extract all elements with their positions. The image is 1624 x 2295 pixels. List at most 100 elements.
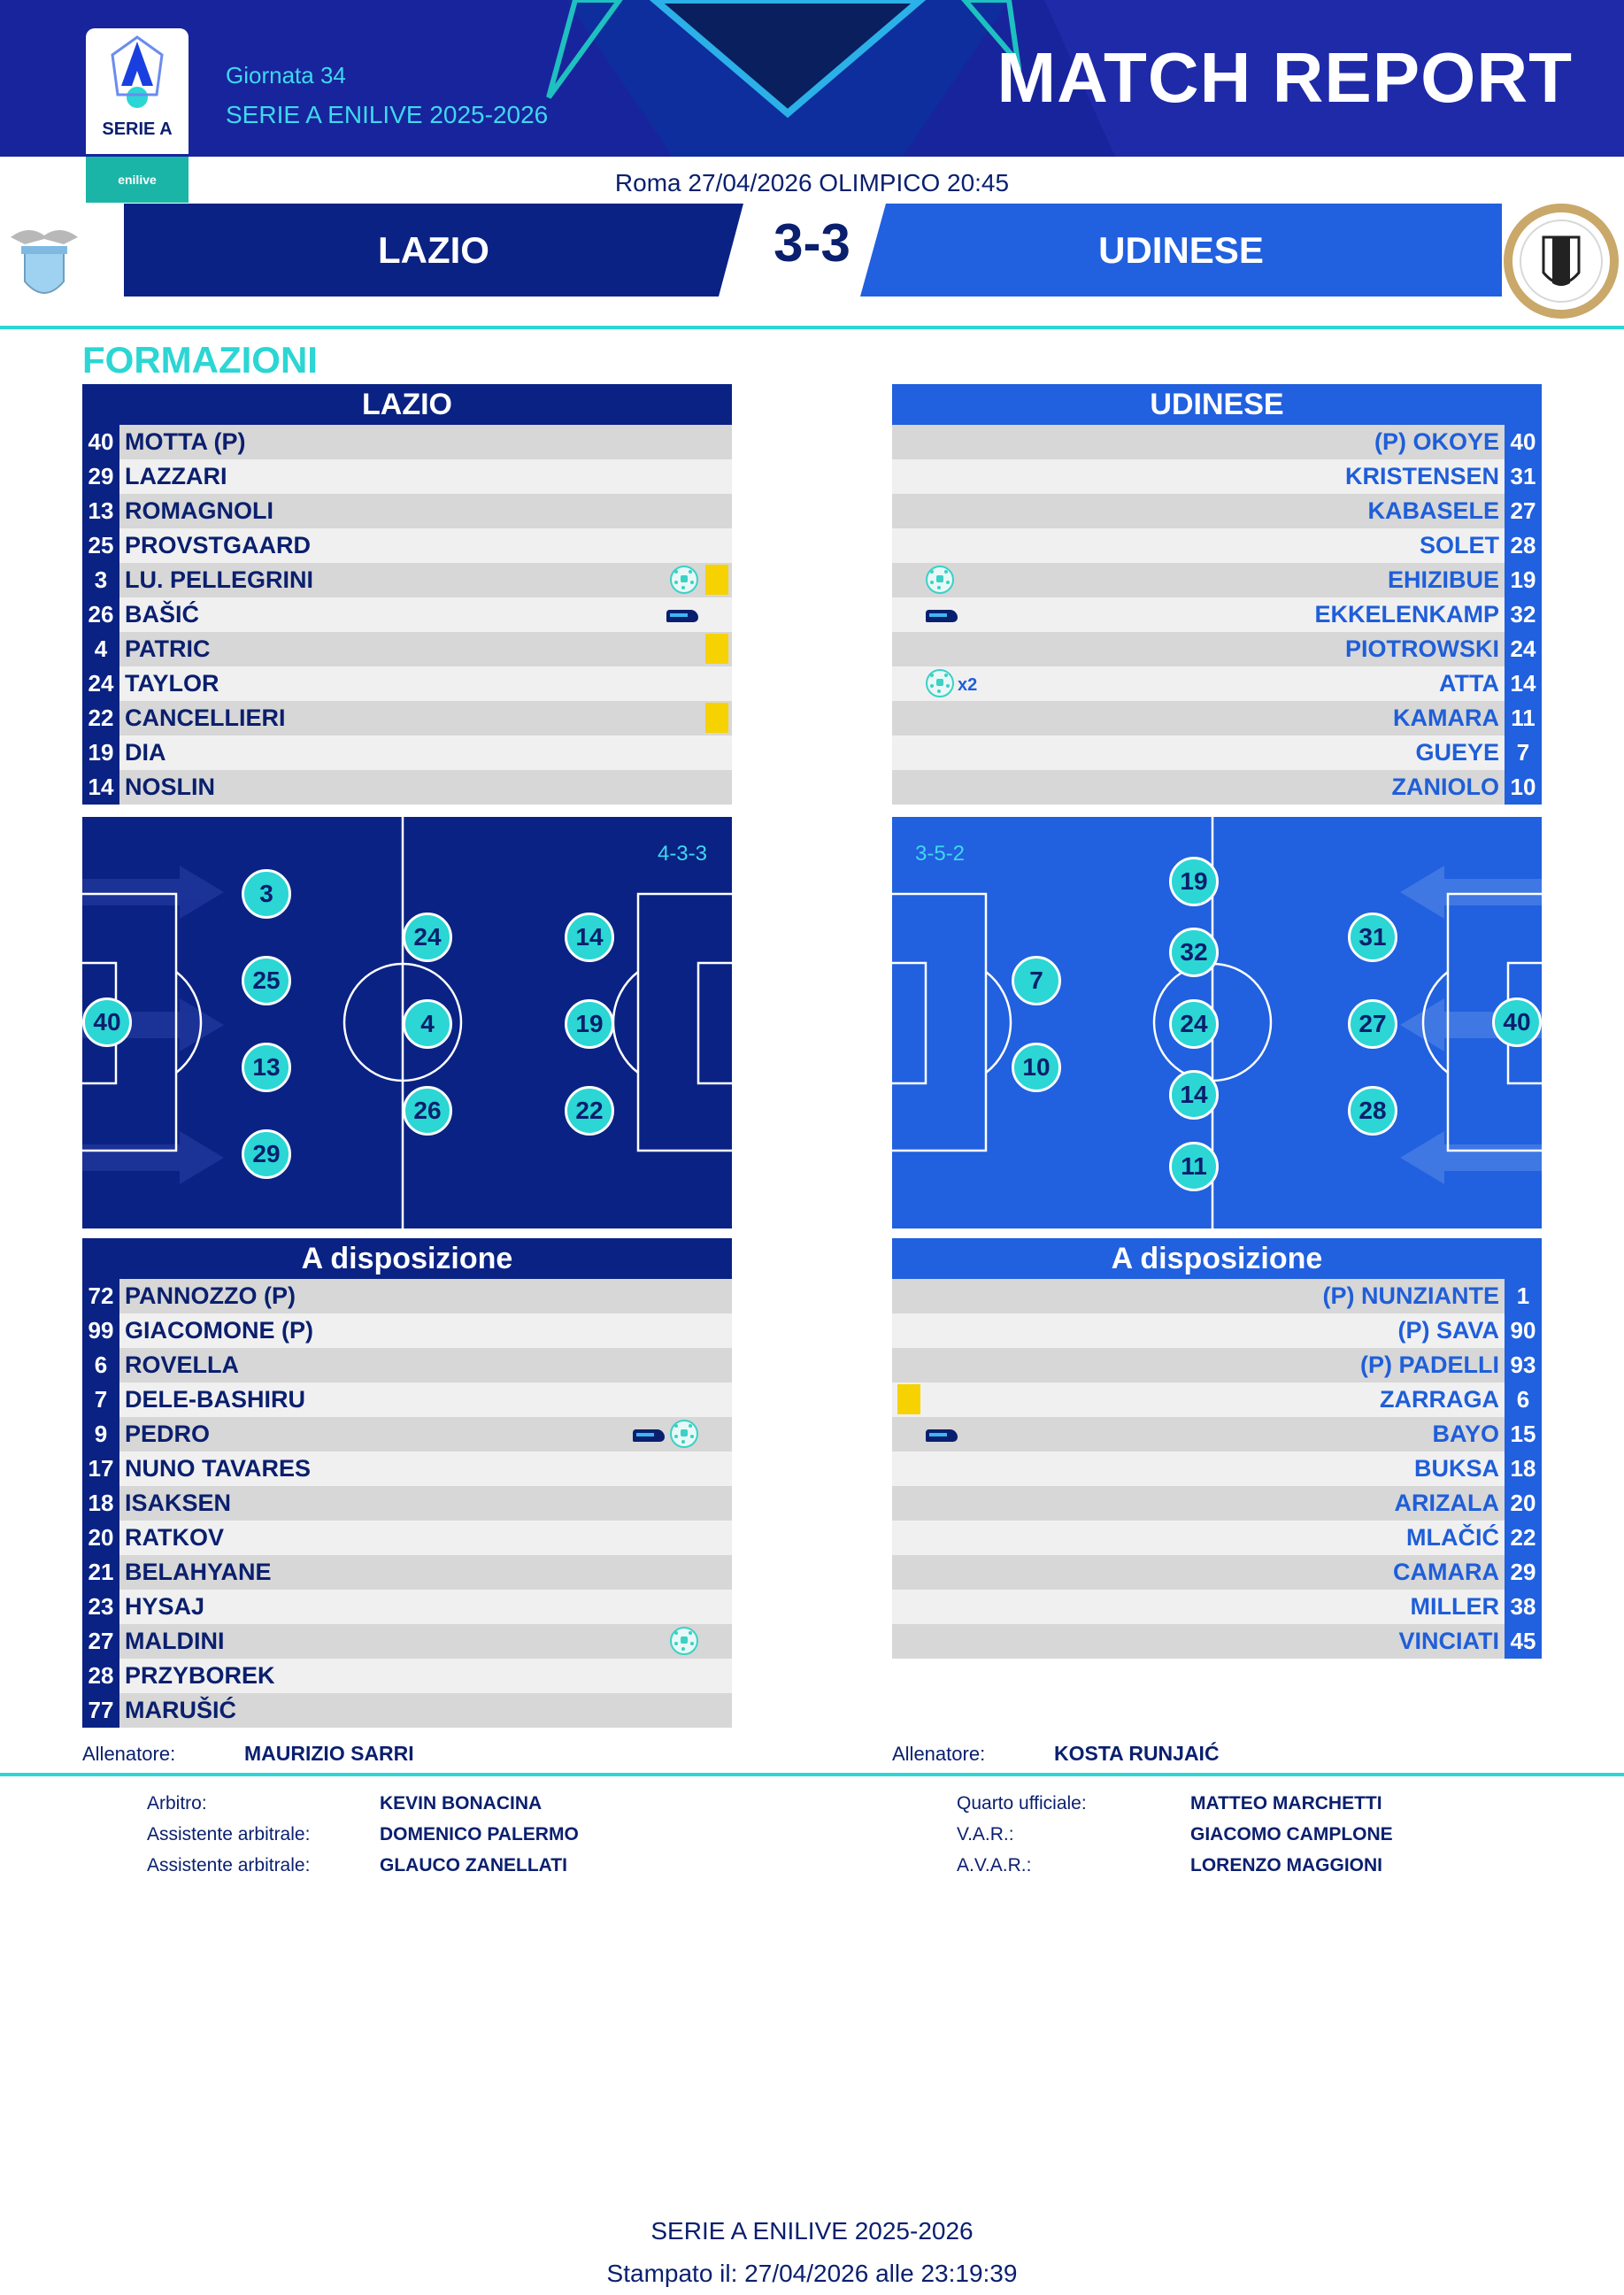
player-number: 25: [82, 528, 119, 563]
player-row: KABASELE 27: [892, 494, 1542, 528]
player-name: KABASELE: [1367, 497, 1499, 524]
serie-a-logo: SERIE A: [86, 28, 189, 154]
official-name: KEVIN BONACINA: [380, 1793, 543, 1814]
player-number: 90: [1505, 1313, 1542, 1348]
player-name: (P) SAVA: [1397, 1317, 1500, 1344]
player-number: 45: [1505, 1624, 1542, 1659]
player-row: ARIZALA 20: [892, 1486, 1542, 1521]
player-row: 22 CANCELLIERI: [82, 701, 732, 735]
assist-boot-icon: [926, 1429, 958, 1442]
venue-line: Roma 27/04/2026 OLIMPICO 20:45: [614, 169, 1010, 196]
player-dot: 7: [1012, 956, 1061, 1005]
player-dot: 27: [1348, 999, 1397, 1049]
home-formation-pitch: 4-3-3 40 3 25 13 29 24 4 26 14 19 22: [82, 817, 732, 1228]
player-number: 27: [82, 1624, 119, 1659]
official-name: GIACOMO CAMPLONE: [1190, 1824, 1393, 1844]
goal-ball-icon: [926, 669, 954, 697]
away-team-bar: UDINESE: [860, 204, 1502, 297]
player-number: 24: [1505, 632, 1542, 666]
player-number: 14: [82, 770, 119, 805]
player-row: (P) SAVA 90: [892, 1313, 1542, 1348]
player-name: GIACOMONE (P): [125, 1317, 313, 1344]
yellow-card-icon: [705, 634, 728, 664]
player-number: 93: [1505, 1348, 1542, 1382]
player-name: (P) NUNZIANTE: [1322, 1282, 1499, 1309]
player-number: 7: [82, 1382, 119, 1417]
player-row: PIOTROWSKI 24: [892, 632, 1542, 666]
player-name: BAŠIĆ: [125, 601, 200, 628]
player-number: 15: [1505, 1417, 1542, 1452]
season-label: SERIE A ENILIVE 2025-2026: [226, 101, 549, 128]
player-dot: 24: [1169, 999, 1219, 1049]
player-number: 20: [82, 1521, 119, 1555]
player-number: 28: [1505, 528, 1542, 563]
official-name: MATTEO MARCHETTI: [1190, 1793, 1382, 1814]
player-number: 17: [82, 1452, 119, 1486]
player-row: 19 DIA: [82, 735, 732, 770]
official-name: LORENZO MAGGIONI: [1190, 1855, 1382, 1875]
player-name: CAMARA: [1393, 1559, 1499, 1585]
player-number: 18: [82, 1486, 119, 1521]
player-number: 6: [1505, 1382, 1542, 1417]
away-bench-title: A disposizione: [892, 1238, 1542, 1279]
player-dot: 29: [242, 1129, 291, 1179]
player-row: 72 PANNOZZO (P): [82, 1279, 732, 1313]
player-number: 31: [1505, 459, 1542, 494]
player-name: PEDRO: [125, 1421, 211, 1447]
player-row: 24 TAYLOR: [82, 666, 732, 701]
player-dot: 24: [403, 913, 452, 962]
player-row: 17 NUNO TAVARES: [82, 1452, 732, 1486]
player-dot: 22: [565, 1086, 614, 1136]
player-row: 7 DELE-BASHIRU: [82, 1382, 732, 1417]
player-row: MILLER 38: [892, 1590, 1542, 1624]
home-starters-panel: LAZIO 40 MOTTA (P) 29 LAZZARI 13 ROMAGNOLI 25 P…: [82, 384, 732, 805]
player-number: 40: [1505, 425, 1542, 459]
player-row: 29 LAZZARI: [82, 459, 732, 494]
player-name: ROVELLA: [125, 1352, 240, 1378]
serie-a-logo-icon: [111, 35, 164, 108]
player-name: LU. PELLEGRINI: [125, 566, 314, 593]
player-name: EKKELENKAMP: [1314, 601, 1499, 628]
player-name: PIOTROWSKI: [1345, 635, 1499, 662]
home-bench-panel: A disposizione 72 PANNOZZO (P) 99 GIACOMONE…: [82, 1238, 732, 1728]
player-dot: 10: [1012, 1043, 1061, 1092]
section-title: FORMAZIONI: [82, 339, 318, 381]
player-row: 20 RATKOV: [82, 1521, 732, 1555]
player-name: GUEYE: [1415, 739, 1499, 766]
player-name: PRZYBOREK: [125, 1662, 275, 1689]
player-name: (P) OKOYE: [1374, 428, 1499, 455]
player-dot: 40: [82, 997, 132, 1047]
player-number: 21: [82, 1555, 119, 1590]
player-name: MLAČIĆ: [1406, 1524, 1499, 1551]
player-row: CAMARA 29: [892, 1555, 1542, 1590]
home-formation-label: 4-3-3: [657, 842, 707, 866]
serie-a-logo-text: SERIE A: [102, 119, 173, 139]
player-name: ROMAGNOLI: [125, 497, 273, 524]
player-row: GUEYE 7: [892, 735, 1542, 770]
official-label: Assistente arbitrale:: [147, 1824, 311, 1844]
player-name: ISAKSEN: [125, 1490, 232, 1516]
player-name: ZANIOLO: [1391, 774, 1500, 800]
player-number: 38: [1505, 1590, 1542, 1624]
player-name: BUKSA: [1413, 1455, 1499, 1482]
player-dot: 40: [1492, 997, 1542, 1047]
goal-ball-icon: [670, 1420, 698, 1448]
assist-boot-icon: [926, 610, 958, 622]
player-row: BAYO 15: [892, 1417, 1542, 1452]
player-name: ARIZALA: [1394, 1490, 1499, 1516]
player-number: 40: [82, 425, 119, 459]
player-row: 40 MOTTA (P): [82, 425, 732, 459]
page-title: MATCH REPORT: [997, 38, 1573, 117]
player-row: 14 NOSLIN: [82, 770, 732, 805]
player-dot: 31: [1348, 913, 1397, 962]
player-row: SOLET 28: [892, 528, 1542, 563]
sponsor-logo: enilive: [86, 157, 189, 203]
player-number: 29: [1505, 1555, 1542, 1590]
home-bench-title: A disposizione: [82, 1238, 732, 1279]
player-number: 26: [82, 597, 119, 632]
player-name: PATRIC: [125, 635, 211, 662]
footer-printed: Stampato il: 27/04/2026 alle 23:19:39: [606, 2260, 1018, 2287]
player-row: 9 PEDRO: [82, 1417, 732, 1452]
player-name: LAZZARI: [125, 463, 227, 489]
header-divider: [0, 326, 1624, 329]
